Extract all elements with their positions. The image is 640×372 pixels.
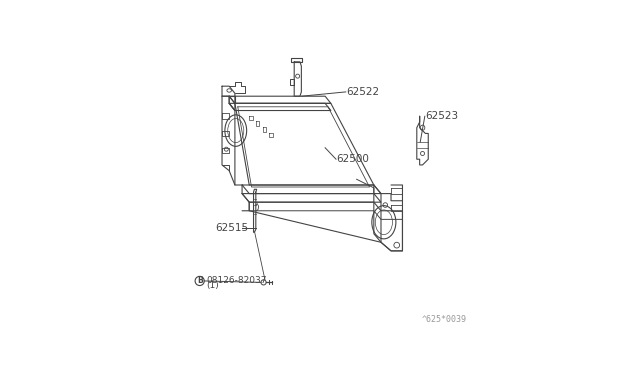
- Text: ^625*0039: ^625*0039: [422, 315, 467, 324]
- Text: B: B: [196, 276, 202, 285]
- Text: 62515: 62515: [215, 223, 248, 233]
- Text: 62522: 62522: [347, 87, 380, 97]
- Text: (1): (1): [206, 281, 219, 290]
- Text: 08126-82037: 08126-82037: [206, 276, 266, 285]
- Text: 62500: 62500: [337, 154, 369, 164]
- Text: 62523: 62523: [426, 111, 458, 121]
